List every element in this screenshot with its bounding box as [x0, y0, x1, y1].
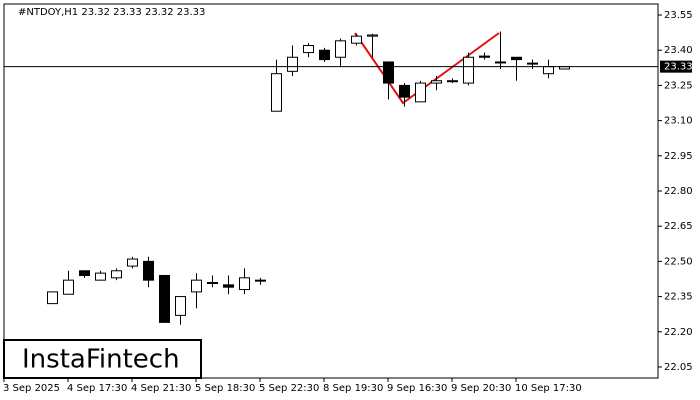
- candle-body: [527, 62, 538, 65]
- candle-body: [287, 56, 298, 72]
- candle-body: [447, 80, 458, 83]
- candle-body: [143, 260, 154, 281]
- y-tick-label: 22.80: [664, 186, 693, 197]
- y-tick-label: 23.25: [664, 80, 693, 91]
- candle-body: [367, 34, 378, 37]
- candle-body: [495, 61, 506, 64]
- y-tick-label: 22.95: [664, 151, 693, 162]
- x-tick-label: 9 Sep 20:30: [451, 383, 511, 394]
- plot-frame: [3, 3, 659, 379]
- candle-body: [207, 282, 218, 285]
- y-tick-label: 23.40: [664, 45, 693, 56]
- x-tick-label: 5 Sep 18:30: [195, 383, 255, 394]
- candle-body: [47, 291, 58, 305]
- candle-body: [415, 82, 426, 103]
- last-price-box: [660, 60, 692, 73]
- y-tick-label: 22.20: [664, 327, 693, 338]
- y-tick-label: 23.10: [664, 116, 693, 127]
- candle-body: [79, 270, 90, 276]
- candle-body: [127, 258, 138, 267]
- candle-body: [479, 55, 490, 58]
- candle-body: [175, 296, 186, 316]
- candle-body: [543, 66, 554, 75]
- candle-body: [335, 40, 346, 58]
- x-tick-label: 3 Sep 2025: [3, 383, 60, 394]
- logo: InstaFintech: [22, 345, 180, 375]
- candle-body: [159, 274, 170, 323]
- y-tick-label: 23.55: [664, 10, 693, 21]
- candle-body: [383, 61, 394, 84]
- x-tick-label: 9 Sep 16:30: [387, 383, 447, 394]
- y-tick-label: 22.05: [664, 362, 693, 373]
- x-tick-label: 5 Sep 22:30: [259, 383, 319, 394]
- y-tick-label: 22.35: [664, 292, 693, 303]
- candle-body: [351, 35, 362, 44]
- candle-body: [95, 272, 106, 281]
- candle-body: [399, 84, 410, 98]
- y-tick-label: 22.50: [664, 256, 693, 267]
- last-price-label: 23.33: [664, 62, 693, 73]
- candle-body: [463, 56, 474, 84]
- logo-box: [3, 339, 202, 379]
- x-tick-label: 4 Sep 17:30: [67, 383, 127, 394]
- candle-body: [511, 56, 522, 61]
- candle-body: [239, 277, 250, 291]
- candle-body: [319, 49, 330, 61]
- pattern-line: [354, 32, 500, 105]
- candle-body: [63, 279, 74, 295]
- candle-body: [431, 80, 442, 84]
- candle-body: [271, 73, 282, 112]
- x-tick-label: 10 Sep 17:30: [515, 383, 582, 394]
- candle-body: [223, 284, 234, 288]
- y-tick-label: 22.65: [664, 221, 693, 232]
- candle-body: [303, 45, 314, 54]
- x-tick-label: 8 Sep 19:30: [323, 383, 383, 394]
- candle-body: [255, 279, 266, 282]
- candle-body: [191, 279, 202, 293]
- chart-title: #NTDOY,H1 23.32 23.33 23.32 23.33: [18, 7, 205, 18]
- candle-body: [111, 270, 122, 279]
- x-tick-label: 4 Sep 21:30: [131, 383, 191, 394]
